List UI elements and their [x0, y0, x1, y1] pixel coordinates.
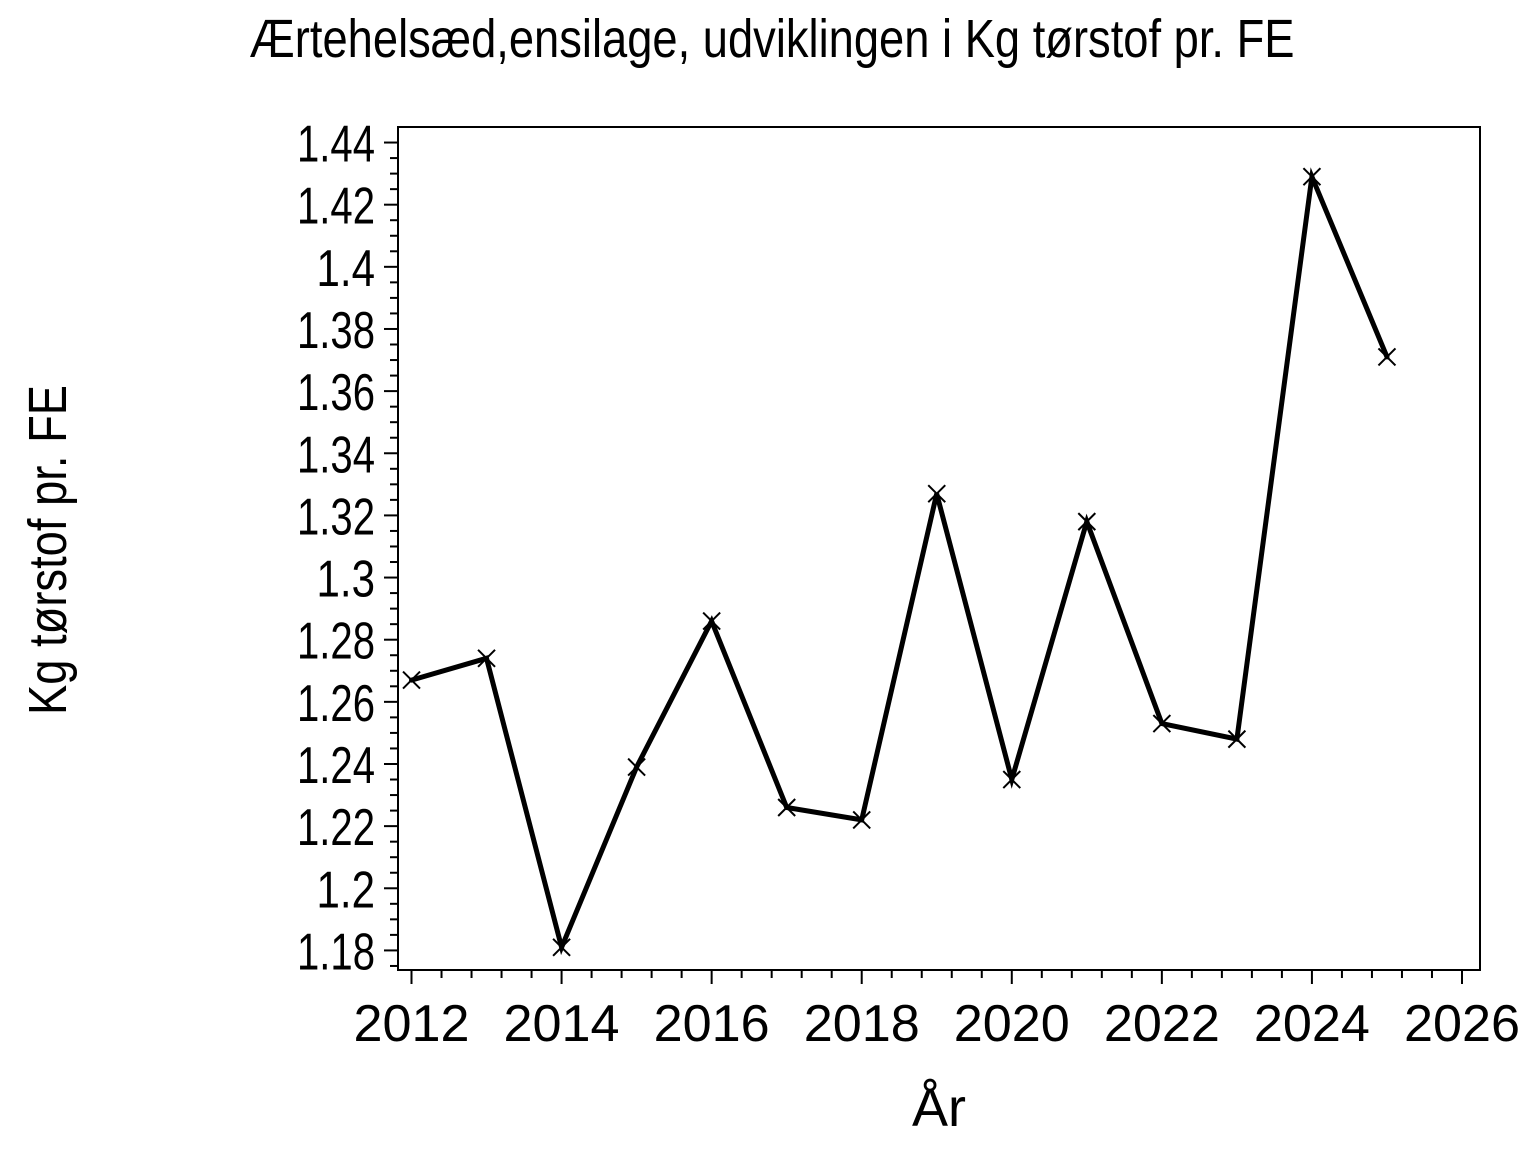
y-axis-label: Kg tørstof pr. FE — [18, 385, 78, 715]
x-axis-tick-label: 2022 — [1104, 995, 1220, 1053]
y-axis-tick-label: 1.44 — [297, 116, 375, 174]
y-axis-tick-label: 1.28 — [297, 613, 375, 671]
y-axis-tick-label: 1.26 — [297, 675, 375, 733]
y-axis-tick-label: 1.32 — [297, 488, 375, 546]
y-axis-tick-label: 1.18 — [297, 923, 375, 981]
y-axis-tick-label: 1.34 — [297, 426, 375, 484]
plot-area: 1.181.21.221.241.261.281.31.321.341.361.… — [297, 116, 1520, 1053]
data-point-marker — [552, 938, 571, 957]
data-point-marker — [1002, 770, 1021, 789]
x-axis-tick-label: 2014 — [504, 995, 620, 1053]
y-axis-tick-label: 1.36 — [297, 364, 375, 422]
data-point-marker — [1077, 512, 1097, 531]
data-point-marker — [402, 670, 421, 690]
x-axis-tick-label: 2026 — [1404, 995, 1520, 1053]
y-axis-tick-label: 1.3 — [317, 551, 376, 609]
data-point-marker — [627, 757, 646, 777]
y-axis-tick-label: 1.42 — [297, 178, 375, 236]
plot-frame — [397, 126, 1481, 971]
x-axis-label: År — [912, 1078, 966, 1138]
chart-title: Ærtehelsæd,ensilage, udviklingen i Kg tø… — [250, 9, 1295, 69]
data-point-marker — [1377, 347, 1397, 367]
x-axis-tick-label: 2018 — [804, 995, 920, 1053]
data-point-marker — [927, 484, 946, 503]
data-series-line — [409, 167, 1390, 956]
data-point-marker — [702, 611, 721, 631]
data-point-marker — [1302, 167, 1322, 186]
data-point-marker — [1152, 714, 1172, 733]
data-point-marker — [852, 810, 871, 830]
y-axis-tick-label: 1.38 — [297, 302, 375, 360]
x-axis-tick-label: 2016 — [654, 995, 770, 1053]
x-axis-tick-label: 2024 — [1254, 995, 1370, 1053]
data-point-marker — [477, 649, 496, 668]
x-axis-tick-label: 2012 — [354, 995, 470, 1053]
y-axis-tick-label: 1.22 — [297, 799, 375, 857]
data-point-marker — [777, 798, 796, 817]
y-axis-tick-label: 1.24 — [297, 737, 375, 795]
y-axis-tick-label: 1.2 — [317, 861, 376, 919]
y-axis-tick-label: 1.4 — [317, 240, 376, 298]
x-axis-tick-label: 2020 — [954, 995, 1070, 1053]
data-point-marker — [1227, 729, 1247, 749]
